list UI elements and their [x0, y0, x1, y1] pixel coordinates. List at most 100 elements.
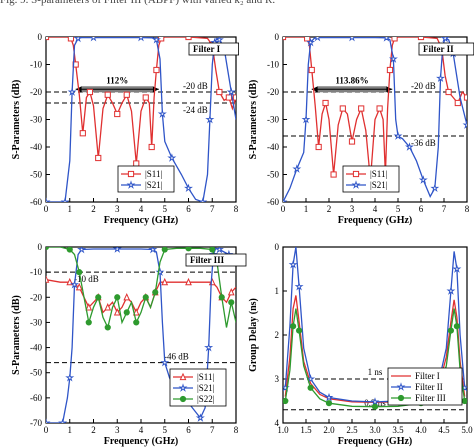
- x-axis-label: Frequency (GHz): [338, 215, 413, 226]
- y-axis-label: S-Parameters (dB): [248, 80, 259, 160]
- data-point: [46, 197, 51, 202]
- data-point: [315, 143, 322, 151]
- reference-line-label: -10 dB: [74, 274, 99, 284]
- data-point: [228, 299, 235, 306]
- x-tick-label: 5: [396, 204, 401, 214]
- legend-marker: [179, 395, 187, 403]
- data-point: [60, 197, 70, 202]
- data-point: [114, 110, 121, 118]
- y-tick-label: -30: [30, 115, 42, 125]
- data-point: [157, 109, 167, 118]
- y-axis-label: S-Parameters (dB): [11, 295, 22, 375]
- y-axis-label: Group Delay (ns): [248, 298, 259, 372]
- data-point: [452, 264, 462, 273]
- data-point: [151, 37, 161, 44]
- data-point: [137, 37, 145, 42]
- bandwidth-label: 113.86%: [335, 75, 368, 85]
- data-point: [208, 277, 216, 286]
- data-point: [70, 279, 79, 289]
- y-tick-label: -50: [267, 170, 279, 180]
- x-axis-label: Frequency (GHz): [104, 436, 179, 447]
- legend-label: |S11|: [370, 169, 387, 179]
- chart-panel-1: 0 1 2 3 4 5 6 7 8 0 -10 -20 -30 -40 -50 -60 Frequency (G…: [11, 32, 239, 226]
- data-point: [418, 175, 428, 184]
- legend-marker: [126, 180, 136, 189]
- data-point: [142, 294, 149, 301]
- reference-line-label: -20 dB: [183, 81, 208, 91]
- data-point: [75, 282, 83, 291]
- data-point: [405, 142, 414, 151]
- data-point: [214, 247, 224, 254]
- reference-line-label: -46 dB: [164, 352, 189, 362]
- chart-panel-4: 1.0 1.5 2.0 2.5 3.0 3.5 4.0 4.5 5.0 0 1 2 3 4 Frequenc…: [248, 242, 473, 447]
- y-tick-label: 2: [275, 330, 280, 340]
- x-tick-label: 0: [44, 425, 49, 435]
- x-tick-label: 3.5: [392, 425, 404, 435]
- x-tick-label: 6: [419, 204, 424, 214]
- data-point: [462, 120, 467, 129]
- data-point: [348, 37, 356, 42]
- legend-box: [342, 165, 400, 193]
- y-tick-label: -10: [267, 60, 279, 70]
- reference-line-label: -36 dB: [411, 138, 436, 148]
- data-point: [133, 160, 140, 167]
- data-point: [167, 153, 177, 162]
- data-point: [306, 37, 316, 47]
- data-point: [292, 164, 302, 173]
- data-point: [436, 73, 446, 83]
- x-tick-label: 1: [304, 204, 309, 214]
- data-point: [301, 114, 311, 124]
- x-tick-label: 4.5: [438, 425, 450, 435]
- legend-marker: [352, 170, 360, 178]
- data-point: [104, 324, 111, 331]
- x-tick-label: 1: [68, 425, 73, 435]
- data-point: [67, 87, 77, 96]
- data-point: [133, 319, 140, 326]
- data-point: [76, 269, 83, 276]
- data-point: [417, 37, 425, 41]
- data-point: [440, 37, 450, 43]
- data-point: [155, 267, 165, 276]
- x-tick-label: 6: [186, 204, 191, 214]
- legend-label: Filter I: [415, 371, 440, 381]
- filter-tag-box: [188, 42, 239, 56]
- y-tick-label: 0: [275, 32, 280, 42]
- y-tick-label: -20: [30, 292, 42, 302]
- legend-marker: [396, 382, 406, 391]
- data-point: [283, 397, 289, 405]
- x-tick-label: 7: [210, 204, 215, 214]
- data-point: [339, 105, 346, 112]
- x-tick-label: 8: [234, 425, 239, 435]
- x-tick-label: 5: [163, 425, 168, 435]
- data-point: [324, 392, 334, 402]
- data-point: [288, 259, 298, 269]
- data-point: [370, 397, 380, 406]
- legend-label: |S11|: [197, 372, 214, 382]
- data-point: [447, 327, 454, 334]
- legend-label: Filter II: [415, 382, 443, 392]
- data-point: [46, 418, 51, 423]
- y-tick-label: 0: [38, 32, 43, 42]
- data-point: [123, 309, 130, 316]
- data-point: [209, 247, 216, 253]
- reference-line-label: 1 ns: [368, 367, 383, 377]
- x-tick-label: 1: [68, 204, 73, 214]
- data-point: [430, 183, 440, 193]
- x-tick-label: 5.0: [461, 425, 473, 435]
- y-tick-label: -70: [30, 418, 42, 428]
- data-point: [453, 323, 460, 330]
- x-tick-label: 3: [115, 425, 120, 435]
- data-point: [86, 88, 94, 96]
- chart-panel-3: 0 1 2 3 4 5 6 7 8 0 -10 -20 -30 -40 -50 -60 -70 Frequency…: [11, 242, 247, 447]
- data-point: [388, 54, 398, 63]
- data-point: [132, 308, 140, 316]
- x-tick-label: 7: [210, 425, 215, 435]
- y-axis-label: S-Parameters (dB): [11, 80, 22, 160]
- chart-panel-2: 0 1 2 3 4 5 6 7 8 0 -10 -20 -30 -40 -50 -60 Frequency (G…: [248, 32, 474, 226]
- x-tick-label: 2.0: [323, 425, 335, 435]
- data-point: [160, 357, 170, 367]
- legend-label: |S22|: [197, 394, 215, 404]
- data-point: [148, 247, 158, 254]
- data-point: [67, 37, 75, 42]
- data-point: [205, 114, 215, 124]
